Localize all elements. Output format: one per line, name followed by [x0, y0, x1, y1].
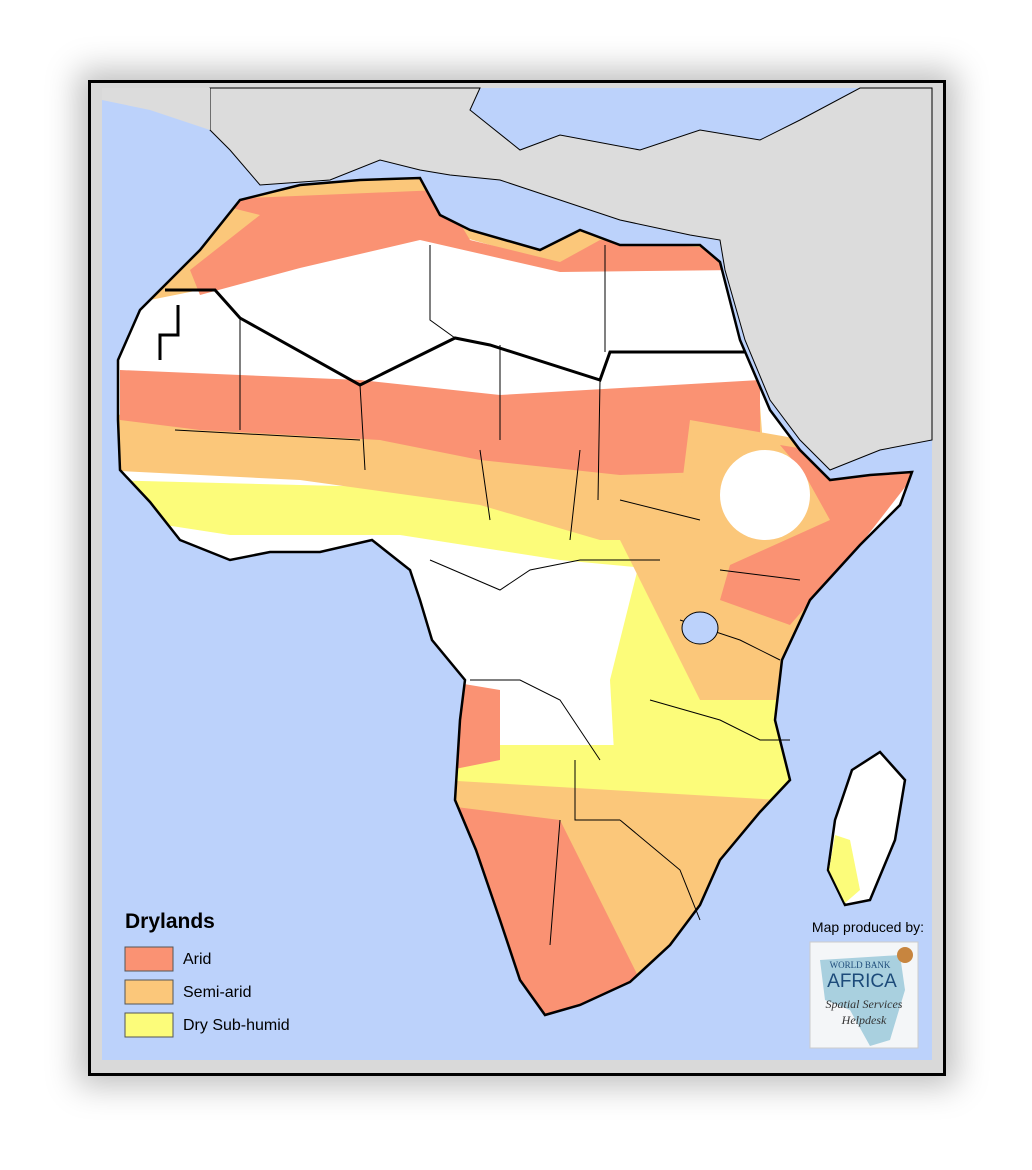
- legend-label: Semi-arid: [183, 984, 251, 1001]
- logo-africa: [820, 955, 905, 1046]
- land-nw: [102, 88, 210, 130]
- coastline: [116, 176, 914, 1017]
- legend-label: Arid: [183, 951, 211, 968]
- credit-caption: Map produced by:: [812, 919, 924, 935]
- legend-items: Arid Semi-arid Dry Sub-humid: [124, 946, 290, 1038]
- legend-label: Dry Sub-humid: [183, 1017, 290, 1034]
- lake: [681, 611, 719, 645]
- legend-swatch: [124, 1012, 174, 1038]
- legend-swatch: [124, 946, 174, 972]
- highlands: [720, 450, 810, 540]
- europe-asia: [209, 87, 933, 471]
- logo-text: WORLD BANK: [830, 960, 891, 970]
- legend: Drylands Arid Semi-arid Dry Sub-humid: [124, 910, 290, 1038]
- logo-text: AFRICA: [827, 971, 897, 992]
- logo-globe: [897, 947, 913, 963]
- legend-swatch: [124, 979, 174, 1005]
- arid-zone: [190, 190, 740, 295]
- logo-text: Helpdesk: [841, 1013, 887, 1027]
- madagascar-dryland: [829, 835, 860, 903]
- arid-zone: [720, 445, 912, 625]
- logo-text: Spatial Services: [826, 997, 903, 1011]
- legend-title: Drylands: [125, 910, 215, 933]
- national-border: [158, 305, 180, 360]
- national-border: [174, 245, 801, 946]
- drylands: [118, 178, 912, 1015]
- logo: WORLD BANK AFRICA Spatial Services Helpd…: [809, 941, 919, 1049]
